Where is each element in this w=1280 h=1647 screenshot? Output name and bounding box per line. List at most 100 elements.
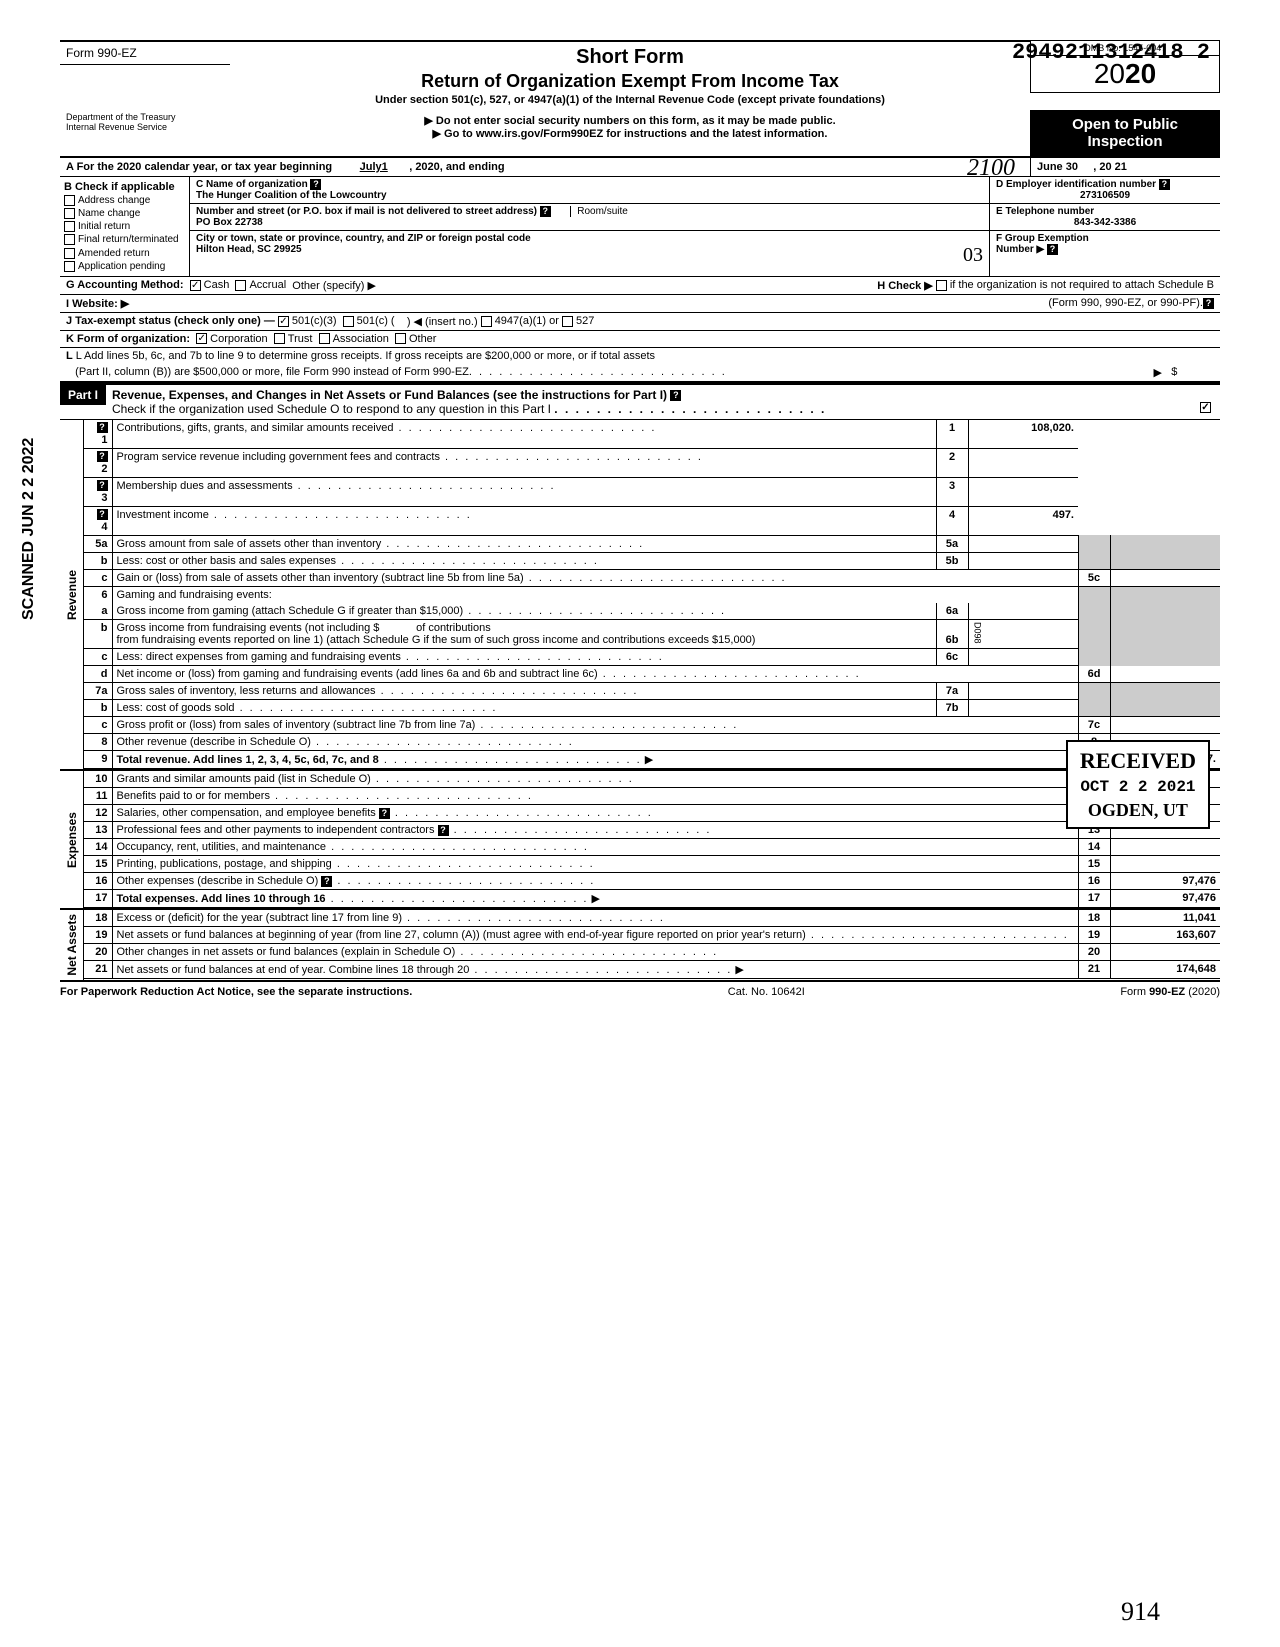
revenue-table: ? 1Contributions, gifts, grants, and sim… xyxy=(84,420,1220,770)
chk-other[interactable] xyxy=(395,333,406,344)
d10: Grants and similar amounts paid (list in… xyxy=(117,773,371,785)
r4: 4 xyxy=(936,506,968,535)
help-icon: ? xyxy=(379,808,390,819)
m6b: 6b xyxy=(936,619,968,649)
short-form-label: Short Form xyxy=(240,46,1020,69)
chk-4947[interactable] xyxy=(481,316,492,327)
n6a: a xyxy=(84,603,112,620)
line-10: 10 Grants and similar amounts paid (list … xyxy=(84,771,1220,788)
d5b: Less: cost or other basis and sales expe… xyxy=(117,555,337,567)
n1: 1 xyxy=(101,434,107,446)
inspect-1: Open to Public xyxy=(1032,116,1218,133)
n14: 14 xyxy=(84,839,112,856)
arrow-line-1: ▶ Do not enter social security numbers o… xyxy=(234,114,1026,127)
h-text: if the organization is not required to a… xyxy=(950,279,1214,291)
net-assets-section: Net Assets 18Excess or (deficit) for the… xyxy=(60,910,1220,980)
addr-label: Number and street (or P.O. box if mail i… xyxy=(196,206,537,217)
chk-assoc[interactable] xyxy=(319,333,330,344)
po-box: PO Box 22738 xyxy=(196,217,263,228)
expenses-label: Expenses xyxy=(63,808,81,872)
n5c: c xyxy=(84,569,112,586)
chk-amended[interactable] xyxy=(64,248,75,259)
d5a: Gross amount from sale of assets other t… xyxy=(117,538,382,550)
l-text-2: (Part II, column (B)) are $500,000 or mo… xyxy=(75,366,469,378)
chk-trust[interactable] xyxy=(274,333,285,344)
chk-final[interactable] xyxy=(64,234,75,245)
chk-accrual[interactable] xyxy=(235,280,246,291)
chk-address[interactable] xyxy=(64,195,75,206)
chk-part1[interactable]: ✓ xyxy=(1200,402,1211,413)
n12: 12 xyxy=(84,805,112,822)
r6d: 6d xyxy=(1078,666,1110,683)
chk-corp[interactable]: ✓ xyxy=(196,333,207,344)
chk-name[interactable] xyxy=(64,208,75,219)
chk-501c3[interactable]: ✓ xyxy=(278,316,289,327)
j-insert: ) ◀ (insert no.) xyxy=(407,315,478,328)
v14 xyxy=(1110,839,1220,856)
a21: ▶ xyxy=(735,964,743,976)
n20: 20 xyxy=(84,944,112,961)
d4: Investment income xyxy=(117,509,209,521)
d8: Other revenue (describe in Schedule O) xyxy=(117,736,311,748)
line-6b: bGross income from fundraising events (n… xyxy=(84,619,1220,649)
line-1: ? 1Contributions, gifts, grants, and sim… xyxy=(84,420,1220,449)
line-13: 13Professional fees and other payments t… xyxy=(84,822,1220,839)
m5a: 5a xyxy=(936,535,968,552)
n6d: d xyxy=(84,666,112,683)
received-location: OGDEN, UT xyxy=(1080,800,1196,821)
v18: 11,041 xyxy=(1110,910,1220,927)
row-a-end-month: June 30 xyxy=(1037,161,1078,173)
dept-cell: Department of the Treasury Internal Reve… xyxy=(60,110,230,156)
line-18: 18Excess or (deficit) for the year (subt… xyxy=(84,910,1220,927)
d18: Excess or (deficit) for the year (subtra… xyxy=(117,912,403,924)
r21: 21 xyxy=(1078,961,1110,979)
g-cash: Cash xyxy=(204,279,230,291)
d3: Membership dues and assessments xyxy=(117,480,293,492)
header-grid: B Check if applicable Address change Nam… xyxy=(60,177,1220,277)
n3: 3 xyxy=(101,492,107,504)
j-501c: 501(c) ( xyxy=(357,315,395,327)
n4: 4 xyxy=(101,521,107,533)
r2: 2 xyxy=(936,448,968,477)
instructions-cell: ▶ Do not enter social security numbers o… xyxy=(230,110,1030,156)
line-5c: cGain or (loss) from sale of assets othe… xyxy=(84,569,1220,586)
n13: 13 xyxy=(84,822,112,839)
main-title: Return of Organization Exempt From Incom… xyxy=(240,71,1020,92)
d6: Gaming and fundraising events: xyxy=(112,586,1078,603)
v21: 174,648 xyxy=(1110,961,1220,979)
n17: 17 xyxy=(84,890,112,908)
received-stamp: RECEIVED OCT 2 2 2021 OGDEN, UT xyxy=(1066,740,1210,829)
k-assoc: Association xyxy=(333,333,389,345)
g-label: G Accounting Method: xyxy=(66,279,184,291)
m7b: 7b xyxy=(936,700,968,717)
n6: 6 xyxy=(84,586,112,603)
help-icon: ? xyxy=(438,825,449,836)
line-6: 6Gaming and fundraising events: xyxy=(84,586,1220,603)
inspect-2: Inspection xyxy=(1032,133,1218,150)
page-number: 914 xyxy=(1121,1597,1160,1627)
scanned-stamp: SCANNED JUN 2 2 2022 xyxy=(20,438,38,620)
chk-501c[interactable] xyxy=(343,316,354,327)
d19: Net assets or fund balances at beginning… xyxy=(117,929,806,941)
n8: 8 xyxy=(84,734,112,751)
n10: 10 xyxy=(84,771,112,788)
form-number: 990-EZ xyxy=(97,46,136,60)
chk-h[interactable] xyxy=(936,280,947,291)
d6c: Less: direct expenses from gaming and fu… xyxy=(117,651,401,663)
v6d xyxy=(1110,666,1220,683)
line-16: 16Other expenses (describe in Schedule O… xyxy=(84,873,1220,890)
chk-527[interactable] xyxy=(562,316,573,327)
chk-pending[interactable] xyxy=(64,261,75,272)
n21: 21 xyxy=(84,961,112,979)
help-icon: ? xyxy=(1047,244,1058,255)
r20: 20 xyxy=(1078,944,1110,961)
help-icon: ? xyxy=(1203,298,1214,309)
d7a: Gross sales of inventory, less returns a… xyxy=(117,685,376,697)
k-other: Other xyxy=(409,333,437,345)
chk-initial[interactable] xyxy=(64,221,75,232)
received-title: RECEIVED xyxy=(1080,748,1196,774)
d2: Program service revenue including govern… xyxy=(117,451,440,463)
chk-cash[interactable]: ✓ xyxy=(190,280,201,291)
v2 xyxy=(968,448,1078,477)
r14: 14 xyxy=(1078,839,1110,856)
